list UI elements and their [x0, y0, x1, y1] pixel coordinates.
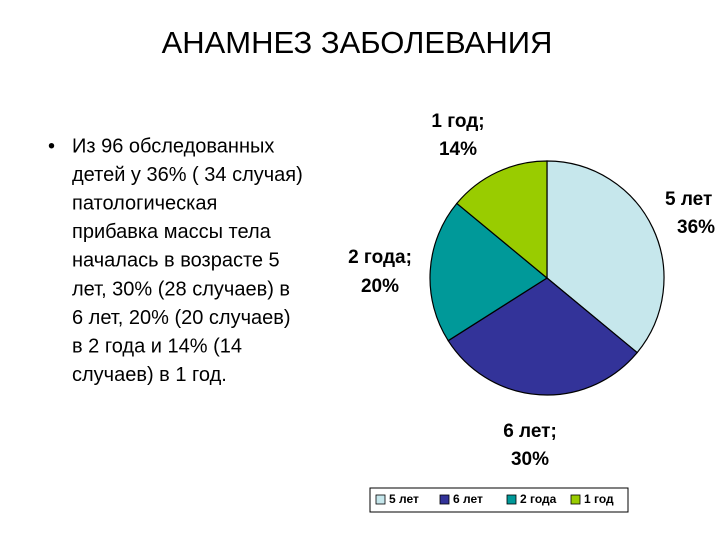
bullet-line: патологическая — [72, 192, 217, 214]
legend-swatch — [439, 494, 450, 505]
slide-title: АНАМНЕЗ ЗАБОЛЕВАНИЯ — [162, 25, 553, 60]
bullet-text: Из 96 обследованных детей у 36% ( 34 случ… — [72, 135, 303, 386]
bullet-line: 6 лет, 20% (20 случаев) — [72, 307, 291, 329]
pie-slice — [429, 202, 549, 342]
bullet-dot: • — [48, 135, 55, 157]
pie-chart — [429, 160, 665, 396]
data-label-name: 1 год; — [431, 111, 484, 132]
data-label-value: 20% — [361, 276, 399, 297]
legend-box — [369, 487, 629, 513]
pie-slice — [447, 277, 638, 396]
bullet-line: началась в возрасте 5 — [72, 250, 280, 272]
bullet-line: прибавка массы тела — [72, 221, 272, 243]
legend-swatch — [506, 494, 517, 505]
data-label-value: 30% — [511, 449, 549, 470]
data-label-name: 6 лет; — [503, 421, 557, 442]
bullet-line: Из 96 обследованных — [72, 135, 274, 157]
data-label-name: 2 года; — [348, 247, 412, 268]
pie-slice — [546, 160, 665, 354]
bullet-line: детей у 36% ( 34 случая) — [72, 164, 303, 186]
pie-slice — [456, 160, 548, 280]
legend-swatch — [570, 494, 581, 505]
data-label-value: 14% — [439, 139, 477, 160]
legend-label: 2 года — [520, 492, 557, 506]
legend-swatch — [375, 494, 386, 505]
data-label-value: 36% — [677, 217, 715, 238]
bullet-line: лет, 30% (28 случаев) в — [72, 278, 290, 300]
data-label-name: 5 лет — [665, 189, 712, 210]
legend-label: 5 лет — [389, 492, 419, 506]
bullet-line: в 2 года и 14% (14 — [72, 335, 242, 357]
legend-label: 6 лет — [453, 492, 483, 506]
legend-label: 1 год — [584, 492, 614, 506]
bullet-line: случаев) в 1 год. — [72, 364, 227, 386]
